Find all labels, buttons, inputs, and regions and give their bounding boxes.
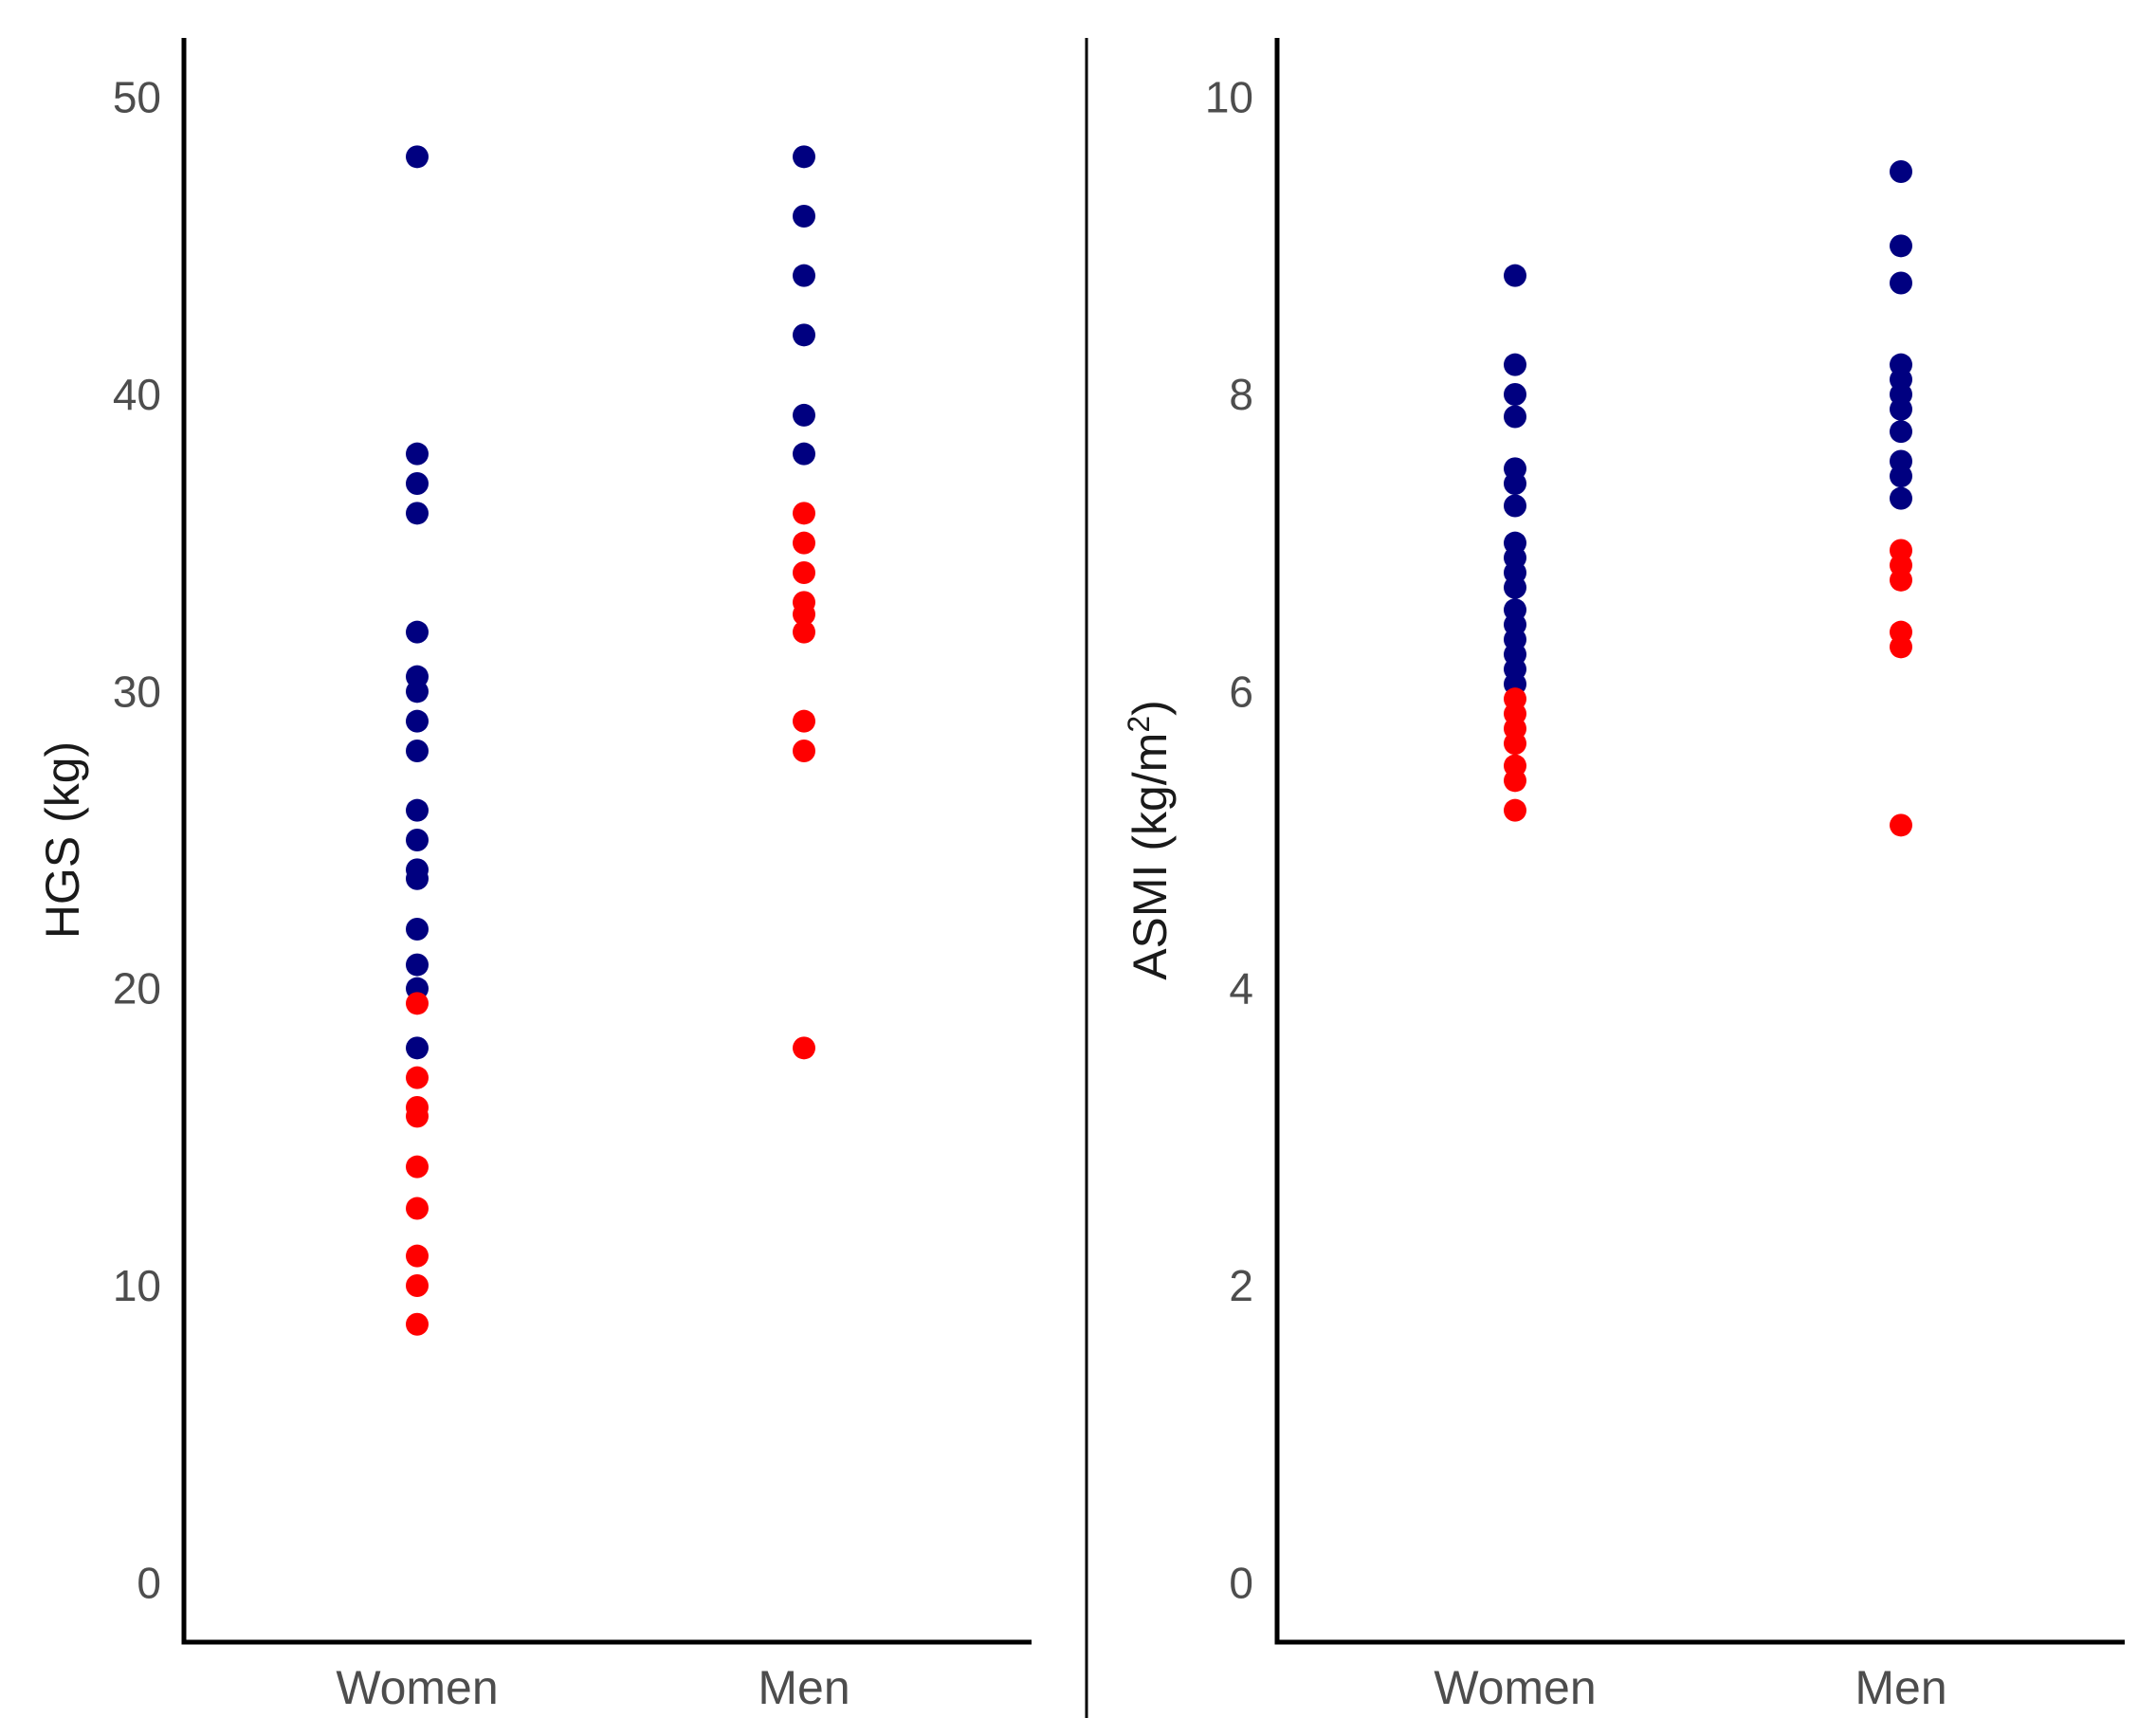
asmi-y-axis-title-suffix: ) (1124, 700, 1177, 716)
hgs-point-above-threshold (406, 709, 429, 733)
hgs-point-above-threshold (793, 264, 815, 287)
asmi-point-above-threshold (1890, 397, 1912, 421)
hgs-y-tick-label: 20 (113, 964, 161, 1014)
hgs-point-below-threshold (793, 602, 815, 626)
hgs-point-above-threshold (793, 442, 815, 466)
hgs-point-above-threshold (406, 145, 429, 169)
hgs-point-above-threshold (406, 953, 429, 977)
hgs-point-below-threshold (793, 531, 815, 555)
hgs-point-below-threshold (406, 1105, 429, 1128)
hgs-point-below-threshold (793, 620, 815, 644)
asmi-point-below-threshold (1504, 769, 1526, 793)
hgs-point-above-threshold (793, 403, 815, 427)
hgs-x-tick-label-women: Women (336, 1661, 498, 1714)
hgs-x-tick-labels: Women Men (336, 1661, 850, 1714)
asmi-point-below-threshold (1504, 798, 1526, 822)
asmi-point-above-threshold (1504, 576, 1526, 599)
asmi-y-tick-label: 4 (1229, 964, 1253, 1014)
asmi-point-above-threshold (1890, 486, 1912, 510)
asmi-y-axis-title: ASMI (kg/m2) (1122, 700, 1177, 980)
asmi-point-below-threshold (1504, 732, 1526, 756)
hgs-point-above-threshold (406, 798, 429, 822)
hgs-point-above-threshold (406, 918, 429, 941)
hgs-point-below-threshold (793, 709, 815, 733)
hgs-point-below-threshold (406, 1155, 429, 1179)
asmi-y-tick-labels: 0 2 4 6 8 10 (1205, 73, 1253, 1608)
asmi-y-tick-label: 6 (1229, 667, 1253, 716)
hgs-y-tick-labels: 0 10 20 30 40 50 (113, 73, 161, 1608)
asmi-y-axis-title-superscript: 2 (1122, 716, 1156, 733)
asmi-point-above-threshold (1504, 472, 1526, 495)
hgs-y-tick-label: 50 (113, 73, 161, 122)
hgs-point-below-threshold (406, 992, 429, 1015)
asmi-point-above-threshold (1890, 234, 1912, 258)
hgs-point-above-threshold (793, 145, 815, 169)
hgs-y-axis-title: HGS (kg) (36, 741, 89, 939)
hgs-point-below-threshold (793, 740, 815, 762)
hgs-x-tick-label-men: Men (758, 1661, 850, 1714)
hgs-point-above-threshold (406, 1036, 429, 1060)
asmi-point-below-threshold (1890, 813, 1912, 837)
hgs-point-below-threshold (406, 1274, 429, 1297)
hgs-point-below-threshold (793, 502, 815, 525)
asmi-x-tick-label-men: Men (1855, 1661, 1946, 1714)
hgs-point-below-threshold (406, 1066, 429, 1089)
hgs-y-tick-label: 10 (113, 1261, 161, 1310)
hgs-point-above-threshold (406, 442, 429, 466)
asmi-point-above-threshold (1504, 264, 1526, 287)
hgs-point-above-threshold (406, 620, 429, 644)
hgs-point-above-threshold (406, 502, 429, 525)
hgs-point-above-threshold (406, 472, 429, 495)
asmi-y-tick-label: 8 (1229, 370, 1253, 419)
asmi-point-above-threshold (1504, 353, 1526, 376)
asmi-point-above-threshold (1890, 160, 1912, 183)
hgs-point-above-threshold (406, 680, 429, 704)
hgs-point-below-threshold (406, 1197, 429, 1220)
hgs-point-above-threshold (793, 205, 815, 228)
asmi-point-above-threshold (1890, 271, 1912, 295)
hgs-point-above-threshold (406, 829, 429, 851)
hgs-point-below-threshold (406, 1244, 429, 1268)
asmi-point-above-threshold (1890, 465, 1912, 488)
hgs-panel: HGS (kg) 0 10 20 30 40 50 Women Men (36, 38, 1032, 1714)
asmi-y-tick-label: 2 (1229, 1261, 1253, 1310)
hgs-y-tick-label: 30 (113, 667, 161, 716)
asmi-x-tick-labels: Women Men (1434, 1661, 1946, 1714)
hgs-point-above-threshold (406, 740, 429, 762)
asmi-point-above-threshold (1504, 405, 1526, 429)
asmi-y-tick-label: 10 (1205, 73, 1253, 122)
asmi-points (1504, 160, 1912, 837)
hgs-point-below-threshold (406, 1312, 429, 1336)
asmi-point-above-threshold (1504, 383, 1526, 406)
hgs-y-tick-label: 0 (137, 1558, 161, 1607)
hgs-points (406, 145, 815, 1336)
hgs-point-below-threshold (793, 1036, 815, 1060)
asmi-point-below-threshold (1890, 635, 1912, 659)
asmi-x-tick-label-women: Women (1434, 1661, 1596, 1714)
hgs-y-tick-label: 40 (113, 370, 161, 419)
hgs-point-above-threshold (406, 867, 429, 890)
asmi-point-above-threshold (1890, 420, 1912, 444)
asmi-y-tick-label: 0 (1229, 1558, 1253, 1607)
asmi-point-below-threshold (1890, 568, 1912, 592)
asmi-point-above-threshold (1504, 494, 1526, 518)
hgs-point-above-threshold (793, 323, 815, 347)
hgs-point-below-threshold (793, 561, 815, 584)
asmi-y-axis-title-main: ASMI (kg/m (1124, 733, 1177, 980)
